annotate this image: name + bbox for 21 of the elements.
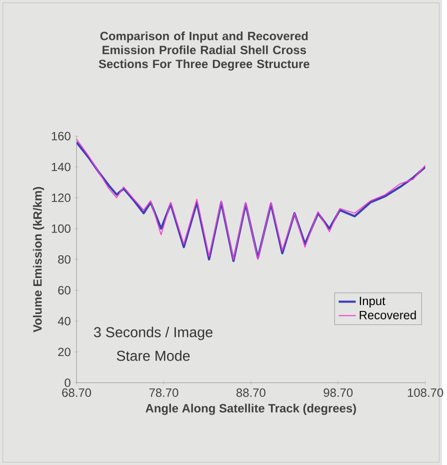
y-tick-label: 120 xyxy=(52,194,70,202)
y-tick-label: 0 xyxy=(64,378,70,387)
chart-title: Comparison of Input and Recovered Emission Profile Radial Shell Cross Sections For Three Degree Structure xyxy=(98,31,310,71)
y-tick-label: 140 xyxy=(52,162,70,172)
y-tick-label: 40 xyxy=(58,316,70,326)
legend-label: Recovered xyxy=(360,310,416,320)
x-tick-label: 98.70 xyxy=(324,388,353,397)
x-tick-label: 78.70 xyxy=(149,388,178,397)
x-tick-label: 108.70 xyxy=(408,388,444,397)
y-axis-title: Volume Emission (kR/km) xyxy=(33,187,44,332)
annotation: Stare Mode xyxy=(116,350,190,361)
x-tick-label: 68.70 xyxy=(62,388,92,397)
y-tick-label: 100 xyxy=(52,224,70,233)
x-tick-label: 88.70 xyxy=(236,388,266,397)
y-tick-label: 20 xyxy=(58,348,70,356)
y-tick-label: 160 xyxy=(52,132,70,140)
y-tick-label: 80 xyxy=(58,255,70,264)
legend-label: Input xyxy=(360,296,386,308)
y-tick-label: 60 xyxy=(58,286,70,294)
x-axis-title: Angle Along Satellite Track (degrees) xyxy=(146,404,356,415)
annotation: 3 Seconds / Image xyxy=(94,326,212,340)
